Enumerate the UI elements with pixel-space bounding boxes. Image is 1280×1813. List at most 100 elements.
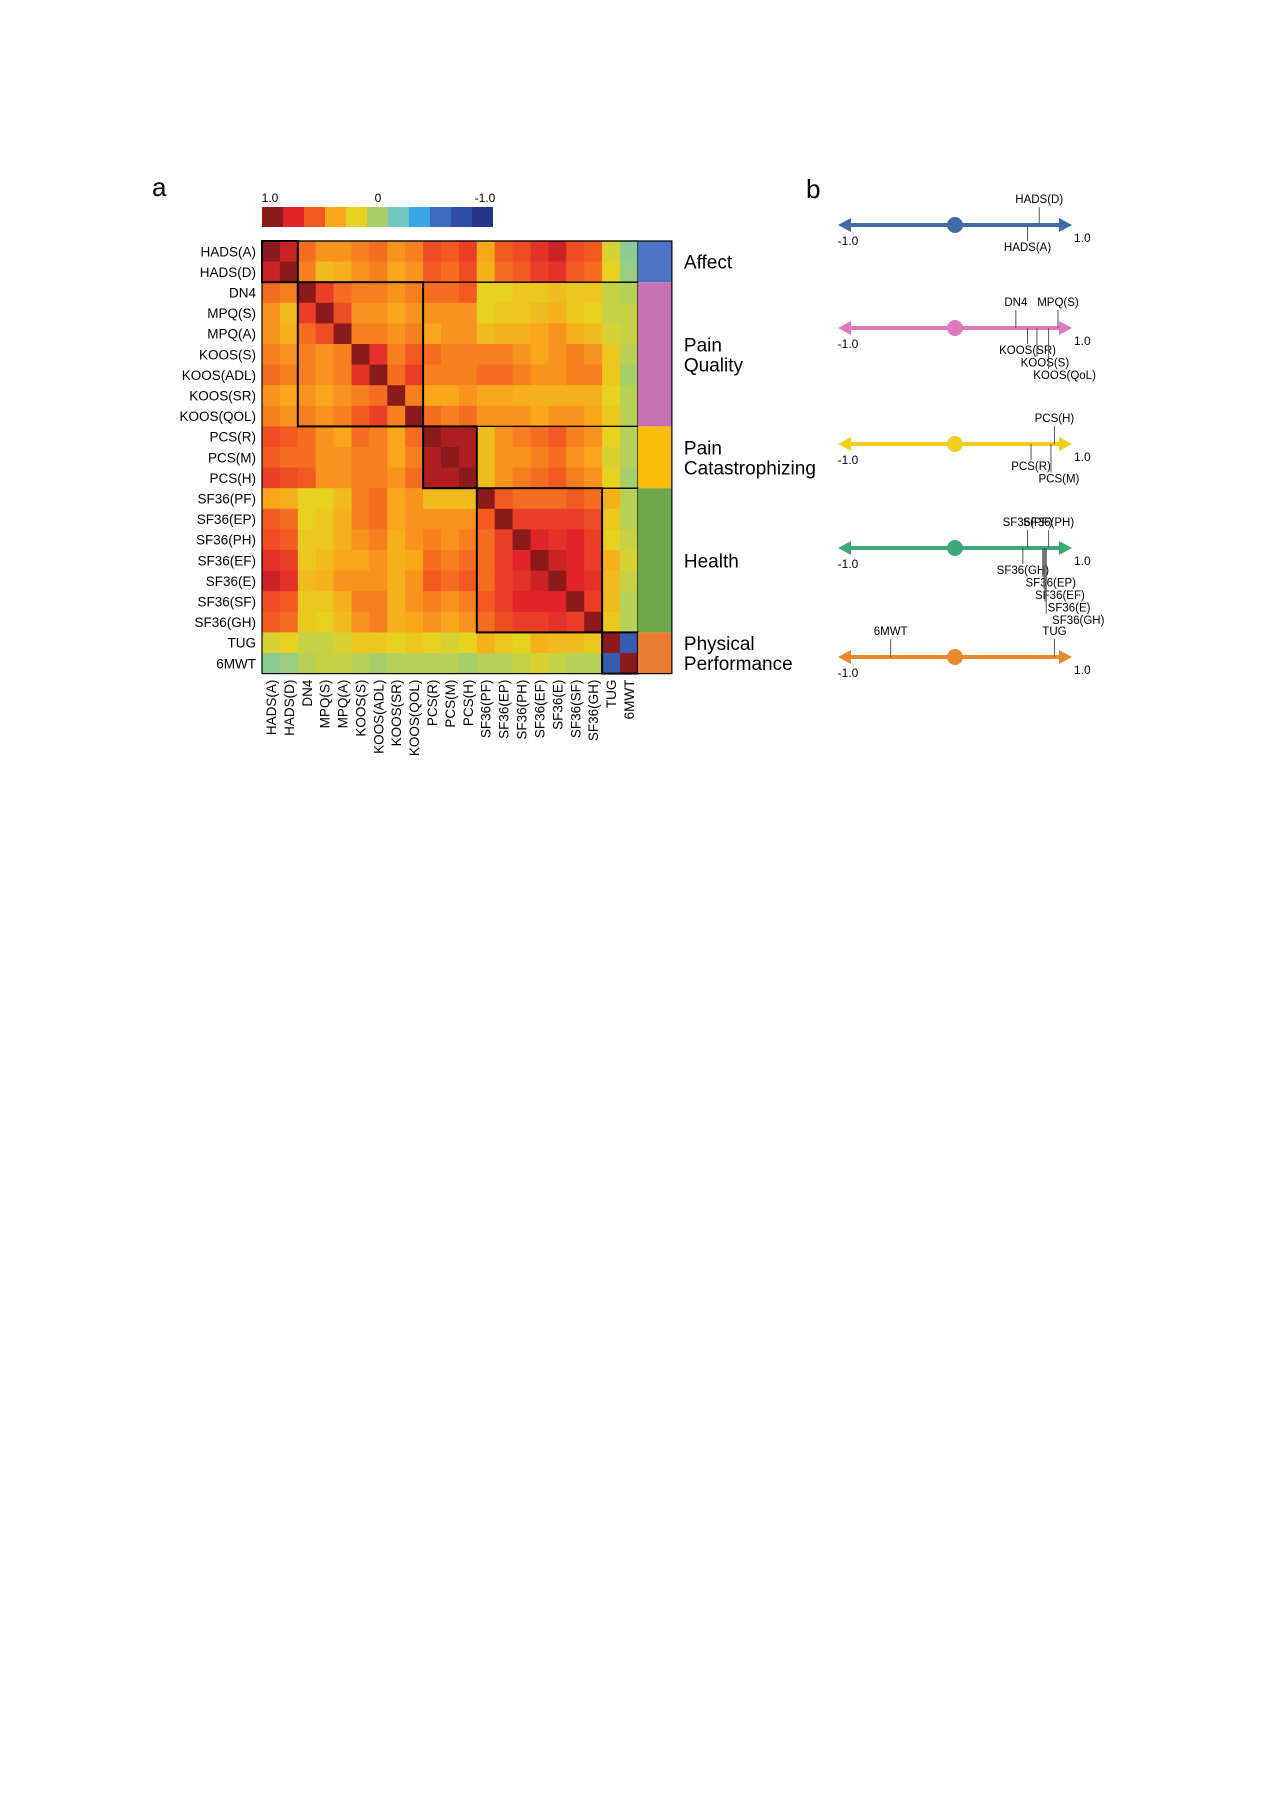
colorbar-swatch (451, 207, 472, 227)
heatmap-cell (369, 323, 388, 345)
heatmap-cell (512, 364, 531, 386)
heatmap-cell (351, 426, 370, 448)
heatmap-cell (566, 447, 585, 468)
axis-max-label: 1.0 (1074, 231, 1091, 245)
heatmap-cell (405, 385, 424, 407)
heatmap-cell (262, 591, 281, 613)
heatmap-cell (441, 570, 460, 592)
heatmap-cell (620, 282, 639, 304)
heatmap-cell (297, 508, 317, 530)
cluster-band (637, 426, 672, 489)
heatmap-cell (351, 385, 370, 407)
heatmap-cell (441, 632, 460, 654)
heatmap-cell (602, 488, 621, 510)
heatmap-cell (548, 529, 567, 551)
heatmap-cell (458, 282, 478, 304)
heatmap-cell (566, 611, 585, 633)
row-label: 6MWT (216, 656, 256, 671)
heatmap-cell (584, 488, 603, 510)
heatmap-cell (476, 591, 496, 613)
heatmap-cell (620, 550, 639, 571)
axis-arrow-left (838, 650, 851, 664)
point-label: SF36(GH) (1052, 615, 1105, 627)
heatmap-cell (315, 591, 334, 613)
heatmap-cell (405, 405, 424, 427)
heatmap-cell (476, 282, 496, 304)
point-label: KOOS(S) (1021, 358, 1070, 370)
heatmap-cell (458, 611, 478, 633)
cluster-band (637, 282, 672, 427)
heatmap-cell (315, 323, 334, 345)
row-label: MPQ(S) (207, 306, 256, 321)
heatmap-cell (351, 591, 370, 613)
heatmap-cell (548, 591, 567, 613)
heatmap-cell (584, 570, 603, 592)
heatmap-cell (512, 508, 531, 530)
point-label: KOOS(SR) (999, 345, 1056, 357)
axis-origin-dot (947, 436, 963, 452)
column-label: PCS(M) (443, 680, 458, 728)
heatmap-cell (494, 653, 513, 674)
point-label: SF36(GH) (997, 565, 1050, 577)
heatmap-cell (423, 405, 442, 427)
heatmap-cell (494, 302, 513, 324)
heatmap-cell (387, 591, 406, 613)
heatmap-cell (620, 302, 639, 324)
heatmap-cell (441, 591, 460, 613)
heatmap-cell (548, 302, 567, 324)
colorbar-swatch (325, 207, 346, 227)
heatmap-cell (262, 405, 281, 427)
heatmap-cell (405, 426, 424, 448)
heatmap-cell (315, 344, 334, 365)
heatmap-cell (584, 447, 603, 468)
heatmap-cell (315, 488, 334, 510)
column-label: KOOS(ADL) (371, 680, 386, 754)
heatmap-cell (530, 302, 549, 324)
axis-max-label: 1.0 (1074, 334, 1091, 348)
point-label: SF36(EP) (1026, 578, 1077, 590)
heatmap-cell (333, 385, 352, 407)
heatmap-cell (548, 385, 567, 407)
heatmap-cell (441, 385, 460, 407)
heatmap-cell (279, 447, 299, 468)
heatmap-cell (548, 447, 567, 468)
colorbar-swatch (388, 207, 409, 227)
colorbar-tick-label: -1.0 (475, 191, 496, 205)
heatmap-cell (476, 344, 496, 365)
point-label: 6MWT (874, 626, 908, 638)
column-label: PCS(R) (425, 680, 440, 727)
heatmap-cell (494, 632, 513, 654)
heatmap-cell (279, 570, 299, 592)
heatmap-cell (530, 241, 549, 262)
column-label: HADS(D) (282, 680, 297, 736)
heatmap-cell (512, 591, 531, 613)
heatmap-cell (315, 508, 334, 530)
heatmap-cell (494, 591, 513, 613)
heatmap-cell (602, 323, 621, 345)
heatmap-cell (369, 529, 388, 551)
heatmap-cell (584, 591, 603, 613)
colorbar-swatch (367, 207, 388, 227)
heatmap-cell (333, 529, 352, 551)
heatmap-cell (387, 405, 406, 427)
heatmap-cell (423, 323, 442, 345)
heatmap-cell (548, 323, 567, 345)
heatmap-cell (494, 261, 513, 283)
heatmap-cell (602, 550, 621, 571)
heatmap-cell (315, 611, 334, 633)
heatmap-cell (494, 426, 513, 448)
heatmap-cell (369, 591, 388, 613)
heatmap-cell (566, 632, 585, 654)
heatmap-cell (369, 653, 388, 674)
row-label: SF36(PF) (197, 492, 256, 507)
heatmap-cell (530, 405, 549, 427)
heatmap-cell (315, 405, 334, 427)
heatmap-cell (476, 550, 496, 571)
heatmap-cell (512, 344, 531, 365)
heatmap-cell (423, 302, 442, 324)
point-label: SF36(E) (1048, 603, 1091, 615)
heatmap-cell (494, 282, 513, 304)
heatmap-cell (423, 261, 442, 283)
column-label: PCS(H) (461, 680, 476, 727)
heatmap-cell (279, 344, 299, 365)
